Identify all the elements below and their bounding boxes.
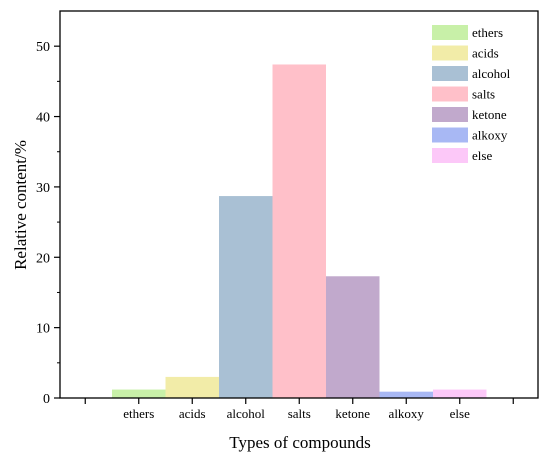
axes: 0 10 20 30 40 50 ethers acids alcohol salts ketone…: [36, 10, 539, 421]
legend-swatch: [432, 66, 468, 81]
legend: ethers acids alcohol salts ketone alkoxy else: [432, 25, 511, 163]
legend-swatch: [432, 127, 468, 143]
y-tick-label: 30: [36, 181, 50, 196]
y-tick-label: 10: [36, 322, 50, 337]
legend-swatch: [432, 148, 468, 163]
legend-label: acids: [472, 46, 499, 61]
bar-alcohol: [219, 196, 273, 398]
x-tick-label: else: [450, 406, 470, 421]
bar-ketone: [326, 276, 380, 398]
legend-swatch: [432, 25, 468, 40]
bar-else: [433, 389, 487, 398]
legend-label: alcohol: [472, 66, 511, 81]
legend-label: ethers: [472, 25, 503, 40]
bar-acids: [165, 376, 219, 398]
bar-alkoxy: [379, 391, 433, 398]
x-tick-label: ethers: [123, 406, 154, 421]
legend-swatch: [432, 86, 468, 102]
x-axis-title: Types of compounds: [229, 433, 370, 452]
legend-label: alkoxy: [472, 128, 508, 143]
bar-ethers: [112, 389, 166, 398]
y-tick-label: 40: [36, 111, 50, 126]
x-tick-label: alcohol: [227, 406, 266, 421]
x-tick-label: ketone: [335, 406, 370, 421]
y-tick-label: 50: [36, 40, 50, 55]
y-axis-title: Relative content/%: [11, 140, 30, 270]
y-tick-label: 0: [43, 392, 50, 407]
legend-swatch: [432, 45, 468, 61]
legend-label: salts: [472, 87, 495, 102]
legend-label: else: [472, 148, 492, 163]
x-tick-label: salts: [288, 406, 311, 421]
bar-salts: [272, 64, 326, 398]
y-tick-label: 20: [36, 251, 50, 266]
bars: [112, 64, 487, 398]
x-tick-label: acids: [179, 406, 206, 421]
legend-label: ketone: [472, 107, 507, 122]
legend-swatch: [432, 107, 468, 122]
x-tick-label: alkoxy: [389, 406, 425, 421]
